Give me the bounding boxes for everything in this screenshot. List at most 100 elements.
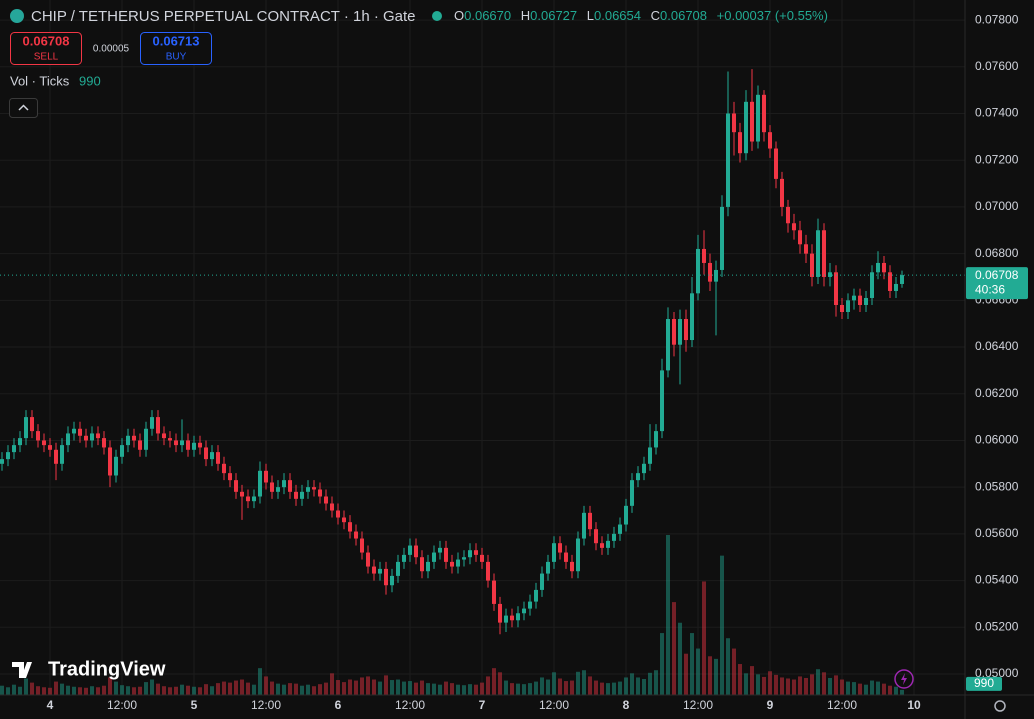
candle-body [66, 433, 70, 446]
volume-bar [516, 683, 520, 695]
alert-icon[interactable] [894, 669, 914, 689]
volume-bar [144, 682, 148, 695]
candle-body [690, 293, 694, 341]
volume-bar [468, 684, 472, 695]
y-tick-label: 0.06200 [975, 386, 1019, 400]
candle-body [132, 435, 136, 441]
candle-body [708, 262, 712, 282]
volume-bar [114, 681, 118, 695]
candle-body [768, 132, 772, 149]
candle-body [366, 552, 370, 567]
volume-bar [246, 682, 250, 695]
buy-price: 0.06713 [153, 33, 200, 48]
volume-bar [282, 684, 286, 695]
candle-body [846, 300, 850, 313]
candle-body [144, 428, 148, 450]
candle-body [750, 101, 754, 142]
candle-body [282, 480, 286, 488]
volume-bar [426, 683, 430, 695]
volume-bar [840, 679, 844, 695]
volume-bar [492, 668, 496, 695]
candle-body [414, 545, 418, 558]
candle-layer [0, 69, 965, 635]
volume-bar [474, 684, 478, 695]
candle-body [72, 428, 76, 434]
candle-body [354, 531, 358, 539]
candle-body [822, 230, 826, 277]
volume-bar [102, 685, 106, 695]
volume-bar [348, 679, 352, 695]
volume-bar [264, 676, 268, 695]
volume-bar [360, 677, 364, 695]
volume-bar [168, 687, 172, 695]
candle-body [264, 470, 268, 483]
candle-body [588, 512, 592, 530]
buy-button[interactable]: 0.06713 BUY [140, 32, 212, 65]
volume-bar [624, 677, 628, 695]
buy-box[interactable] [140, 32, 212, 65]
x-tick-label: 10 [907, 698, 921, 712]
volume-bar [138, 686, 142, 695]
volume-bar [450, 683, 454, 695]
volume-bar [156, 683, 160, 695]
volume-bar [630, 673, 634, 695]
candle-body [390, 575, 394, 586]
volume-bar [798, 676, 802, 695]
collapse-button[interactable] [9, 98, 38, 118]
volume-bar [354, 680, 358, 695]
candle-body [150, 417, 154, 429]
candle-body [660, 370, 664, 432]
volume-bar [558, 678, 562, 695]
volume-legend-label: Vol · Ticks [10, 73, 70, 88]
volume-bar [132, 687, 136, 695]
ohlc-value: 0.06727 [530, 8, 577, 23]
ohlc-label: L [587, 8, 594, 23]
candle-body [780, 178, 784, 207]
candle-body [900, 275, 904, 284]
x-tick-label: 7 [479, 698, 486, 712]
candle-body [480, 554, 484, 562]
x-tick-label: 8 [623, 698, 630, 712]
candle-body [558, 543, 562, 553]
candle-body [162, 433, 166, 439]
volume-bar [774, 674, 778, 695]
ohlc-label: C [651, 8, 660, 23]
x-tick-label: 12:00 [539, 698, 569, 712]
volume-bar [162, 686, 166, 695]
candle-body [618, 524, 622, 534]
settings-icon[interactable] [994, 700, 1006, 712]
sell-button[interactable]: 0.06708 SELL [10, 32, 82, 65]
volume-bar [276, 683, 280, 695]
volume-bar [864, 684, 868, 695]
volume-bar [762, 676, 766, 695]
sell-box[interactable] [10, 32, 82, 65]
candle-body [408, 545, 412, 555]
candle-body [0, 459, 4, 464]
volume-bar [666, 535, 670, 695]
volume-bar [642, 679, 646, 695]
volume-bar [414, 682, 418, 695]
volume-bar [258, 668, 262, 695]
volume-bar [828, 677, 832, 695]
candle-body [840, 304, 844, 313]
volume-bar [438, 684, 442, 695]
last-price-box [966, 267, 1028, 300]
volume-bar [330, 673, 334, 695]
volume-bar [240, 679, 244, 695]
volume-bar [546, 679, 550, 695]
volume-bar [594, 680, 598, 695]
volume-bar [564, 681, 568, 695]
ohlc-label: O [454, 8, 464, 23]
candle-body [762, 94, 766, 133]
volume-bar [318, 684, 322, 695]
candle-body [294, 491, 298, 499]
volume-bar [690, 633, 694, 695]
candle-body [306, 487, 310, 492]
candle-body [570, 561, 574, 572]
candle-body [270, 482, 274, 492]
y-tick-label: 0.07400 [975, 106, 1019, 120]
volume-bar [60, 683, 64, 695]
volume-bar [510, 683, 514, 695]
volume-legend-value: 990 [79, 73, 101, 88]
candle-body [342, 517, 346, 523]
